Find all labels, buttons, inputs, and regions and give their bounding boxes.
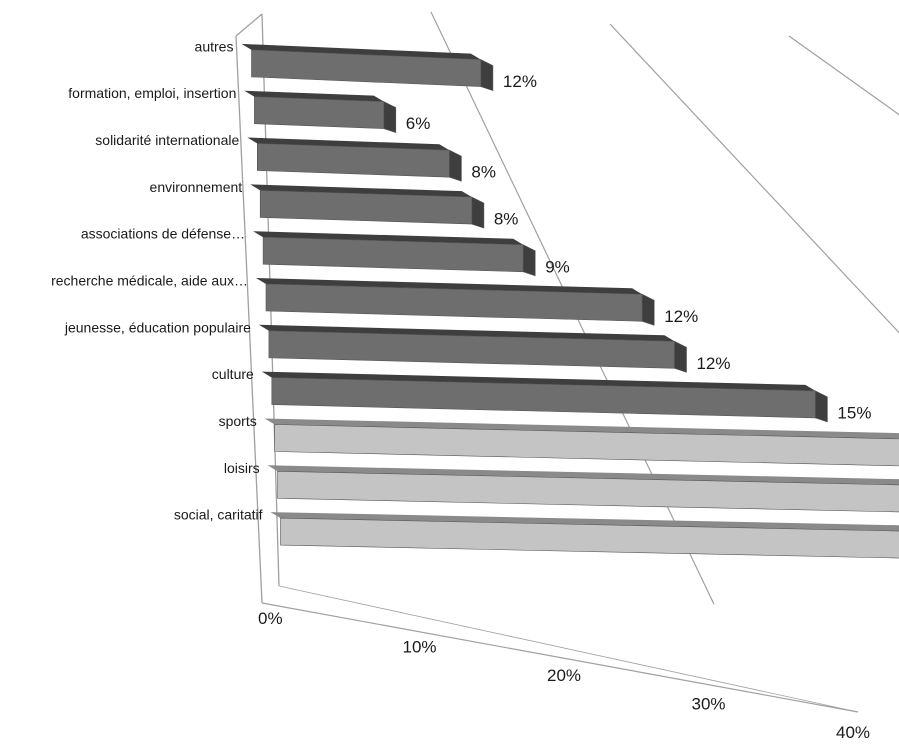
bar-top-face xyxy=(264,418,899,439)
bar-top-face xyxy=(247,137,450,151)
bar-end-cap xyxy=(480,59,494,92)
bar-4 xyxy=(253,231,536,277)
bar-end-cap xyxy=(383,101,397,134)
bar-2 xyxy=(247,137,462,182)
bar-9 xyxy=(267,465,899,513)
x-tick-label: 10% xyxy=(403,638,437,657)
bar-end-cap xyxy=(471,196,485,229)
value-label: 12% xyxy=(503,72,537,91)
x-axis-ticks: 0% 10% 20% 30% 40% xyxy=(258,609,870,742)
category-label: sports xyxy=(219,413,257,429)
category-label: associations de défense… xyxy=(81,226,245,242)
value-label: 8% xyxy=(494,210,519,229)
floor-back-edge xyxy=(278,585,859,713)
bar-top-face xyxy=(250,184,472,198)
bar-front-face xyxy=(280,517,899,559)
bar-top-face xyxy=(241,43,481,60)
value-label: 12% xyxy=(696,354,730,373)
category-label: loisirs xyxy=(224,460,260,476)
bar-5 xyxy=(256,278,655,326)
bar-front-face xyxy=(277,470,899,513)
floor-front-edge xyxy=(261,602,859,713)
y-axis-line xyxy=(235,35,263,604)
value-label: 12% xyxy=(664,307,698,326)
bar-top-face xyxy=(270,512,899,532)
bar-7 xyxy=(261,371,828,423)
value-label: 8% xyxy=(471,163,496,182)
bar-top-face xyxy=(244,90,384,102)
gridline-20 xyxy=(609,23,899,334)
bar-front-face xyxy=(274,424,899,467)
bar-end-cap xyxy=(641,293,655,326)
bar-3 xyxy=(250,184,485,229)
bar-series xyxy=(241,43,899,559)
bar-top-face xyxy=(261,371,816,391)
category-label: formation, emploi, insertion xyxy=(68,85,236,101)
bar-end-cap xyxy=(522,244,536,277)
x-tick-label: 20% xyxy=(547,666,581,685)
value-label: 9% xyxy=(545,257,570,276)
bar-top-face xyxy=(256,278,643,295)
x-tick-label: 30% xyxy=(692,695,726,714)
category-label: social, caritatif xyxy=(174,507,263,523)
bar-1 xyxy=(244,90,397,134)
bar-front-face xyxy=(254,96,385,129)
category-label: solidarité internationale xyxy=(95,132,239,148)
bar-end-cap xyxy=(815,390,828,423)
x-tick-label: 0% xyxy=(258,609,283,628)
category-labels: autres formation, emploi, insertion solida… xyxy=(51,38,263,522)
category-label: recherche médicale, aide aux… xyxy=(51,273,248,289)
category-label: autres xyxy=(195,38,234,54)
bar-0 xyxy=(241,43,494,92)
bar-end-cap xyxy=(449,149,462,182)
value-labels: 12%6%8%8%9%12%12%15%23%25%31% xyxy=(406,72,872,422)
bar-10 xyxy=(270,512,899,559)
bar-end-cap xyxy=(674,340,687,373)
x-tick-label: 40% xyxy=(836,723,870,742)
category-label: jeunesse, éducation populaire xyxy=(64,319,251,335)
value-label: 15% xyxy=(837,403,871,422)
bar-6 xyxy=(258,324,687,373)
category-label: environnement xyxy=(150,179,243,195)
bar-8 xyxy=(264,418,899,467)
value-label: 6% xyxy=(406,114,431,133)
bar-top-face xyxy=(267,465,899,485)
category-label: culture xyxy=(212,366,254,382)
bar-top-face xyxy=(258,324,675,342)
bar-top-face xyxy=(253,231,524,245)
wall-top-edge xyxy=(235,13,263,37)
